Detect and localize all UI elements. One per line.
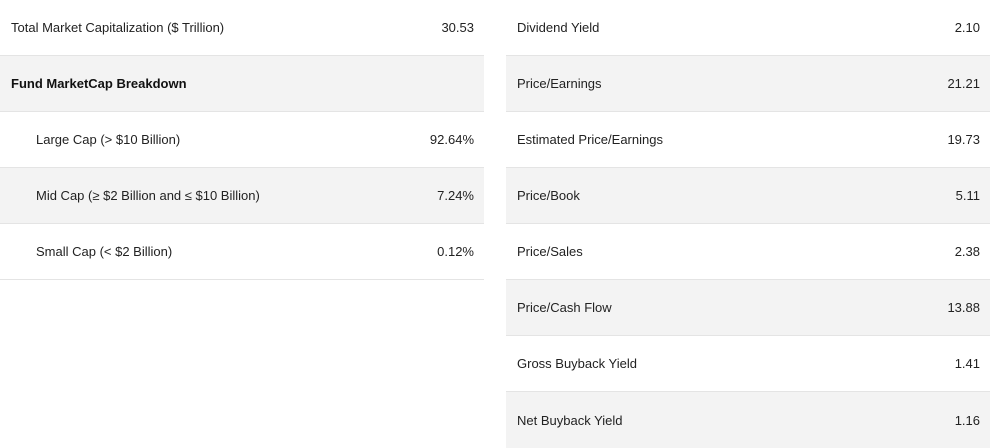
table-row-breakdown-header: Fund MarketCap Breakdown [0, 56, 484, 112]
table-row-price-sales: Price/Sales 2.38 [506, 224, 990, 280]
row-value: 0.12% [437, 244, 474, 259]
table-row-dividend-yield: Dividend Yield 2.10 [506, 0, 990, 56]
row-label: Mid Cap (≥ $2 Billion and ≤ $10 Billion) [36, 188, 260, 203]
row-value: 19.73 [947, 132, 980, 147]
row-label: Price/Book [517, 188, 580, 203]
table-row-net-buyback-yield: Net Buyback Yield 1.16 [506, 392, 990, 448]
row-value: 1.41 [954, 356, 980, 371]
valuation-table: Dividend Yield 2.10 Price/Earnings 21.21… [506, 0, 990, 448]
table-row-estimated-price-earnings: Estimated Price/Earnings 19.73 [506, 112, 990, 168]
row-value: 2.10 [954, 20, 980, 35]
row-value: 30.53 [441, 20, 474, 35]
table-row-gross-buyback-yield: Gross Buyback Yield 1.41 [506, 336, 990, 392]
table-row-large-cap: Large Cap (> $10 Billion) 92.64% [0, 112, 484, 168]
row-label: Total Market Capitalization ($ Trillion) [11, 20, 225, 35]
row-value: 21.21 [947, 76, 980, 91]
row-label: Price/Sales [517, 244, 583, 259]
table-row-price-book: Price/Book 5.11 [506, 168, 990, 224]
row-value: 13.88 [947, 300, 980, 315]
row-value: 92.64% [429, 132, 474, 147]
row-value: 7.24% [437, 188, 474, 203]
row-label: Price/Cash Flow [517, 300, 612, 315]
table-row-total-market-cap: Total Market Capitalization ($ Trillion)… [0, 0, 484, 56]
row-label: Dividend Yield [517, 20, 600, 35]
row-value: 5.11 [955, 188, 980, 203]
section-heading: Fund MarketCap Breakdown [11, 76, 187, 91]
table-row-price-earnings: Price/Earnings 21.21 [506, 56, 990, 112]
row-label: Net Buyback Yield [517, 412, 623, 428]
row-value: 1.16 [954, 412, 980, 428]
market-cap-table: Total Market Capitalization ($ Trillion)… [0, 0, 484, 280]
row-value: 2.38 [954, 244, 980, 259]
row-label: Price/Earnings [517, 76, 602, 91]
row-label: Large Cap (> $10 Billion) [36, 132, 181, 147]
table-row-price-cash-flow: Price/Cash Flow 13.88 [506, 280, 990, 336]
row-label: Gross Buyback Yield [517, 356, 637, 371]
row-label: Small Cap (< $2 Billion) [36, 244, 173, 259]
table-row-mid-cap: Mid Cap (≥ $2 Billion and ≤ $10 Billion)… [0, 168, 484, 224]
table-row-small-cap: Small Cap (< $2 Billion) 0.12% [0, 224, 484, 280]
row-label: Estimated Price/Earnings [517, 132, 663, 147]
